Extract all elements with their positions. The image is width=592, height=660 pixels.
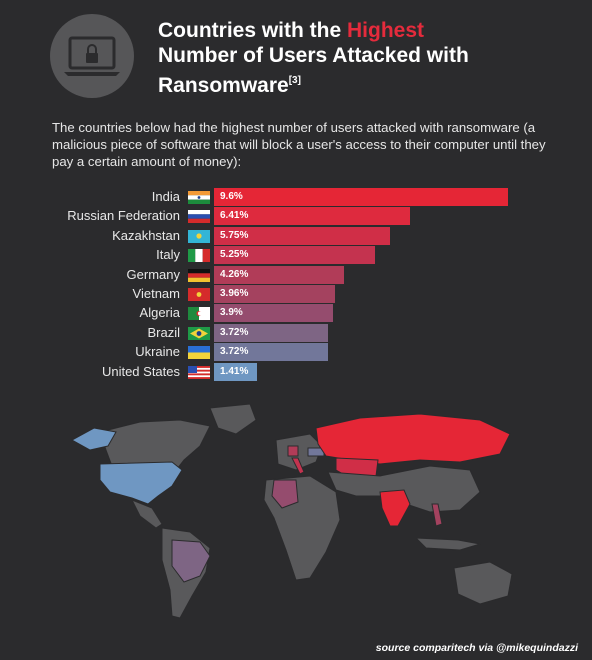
category-label: Ukraine [135, 344, 180, 360]
map-asia [327, 465, 481, 513]
bar [214, 265, 345, 284]
category-label: Vietnam [132, 286, 180, 301]
flag-icon [188, 210, 210, 224]
flag-icon [188, 249, 210, 263]
world-map [70, 403, 513, 619]
data-label: 5.75% [220, 229, 249, 241]
data-label: 1.41% [220, 365, 249, 377]
category-label: United States [101, 363, 180, 379]
bar [214, 188, 508, 206]
flag-icon [188, 229, 210, 243]
map-italy [291, 457, 305, 475]
bar-row: Kazakhstan 5.75% [0, 226, 592, 245]
category-label: Germany [126, 266, 180, 282]
flag-icon [188, 365, 210, 379]
source-credit: source comparitech via @mikequindazzi [375, 642, 578, 654]
map-vietnam [431, 503, 443, 527]
map-indonesia [414, 537, 481, 551]
map-ukraine [307, 447, 325, 457]
bar-row: United States 1.41% [0, 362, 592, 381]
data-label: 6.41% [220, 210, 249, 222]
map-germany [287, 445, 299, 457]
bar [214, 246, 375, 265]
category-label: India [151, 189, 180, 204]
bar [214, 343, 328, 362]
map-united-states [99, 461, 183, 505]
data-label: 3.72% [220, 326, 249, 338]
category-label: Kazakhstan [112, 227, 180, 243]
map-brazil [171, 539, 211, 583]
description: The countries below had the highest numb… [52, 120, 546, 169]
bar [214, 304, 334, 323]
bar-row: Ukraine 3.72% [0, 343, 592, 362]
bar [214, 362, 258, 381]
data-label: 4.26% [220, 268, 249, 280]
map-europe [275, 433, 323, 471]
bar-row: Russian Federation 6.41% [0, 207, 592, 226]
data-label: 5.25% [220, 249, 249, 261]
flag-icon [188, 307, 210, 321]
title-reference: [3] [288, 75, 301, 86]
category-label: Russian Federation [67, 208, 180, 224]
data-label: 3.72% [220, 346, 249, 358]
map-greenland [209, 403, 257, 435]
data-label: 3.9% [220, 307, 243, 319]
bar-row: Brazil 3.72% [0, 323, 592, 342]
map-algeria [271, 479, 299, 509]
bar [214, 285, 336, 303]
category-label: Brazil [147, 324, 180, 340]
category-label: Algeria [139, 305, 180, 321]
data-label: 3.96% [220, 288, 249, 299]
header: Countries with the Highest Number of Use… [0, 0, 592, 110]
category-label: Italy [156, 247, 180, 263]
bar [214, 226, 391, 245]
flag-icon [188, 326, 210, 340]
title-highlight: Highest [347, 19, 425, 42]
bar-row: Italy 5.25% [0, 246, 592, 265]
map-india [379, 489, 411, 527]
bar [214, 323, 328, 342]
flag-icon [188, 346, 210, 360]
flag-icon [188, 191, 210, 204]
bar-row: India 9.6% [0, 188, 592, 206]
data-label: 9.6% [220, 191, 243, 202]
bar-row: Vietnam 3.96% [0, 285, 592, 303]
map-russia [315, 413, 511, 465]
map-central-america [130, 499, 163, 529]
flag-icon [188, 268, 210, 282]
bar-chart: India 9.6% Russian Federation 6.41% Kazakhst… [0, 188, 592, 388]
laptop-lock-icon [50, 14, 134, 98]
flag-icon [188, 288, 210, 301]
bar-row: Algeria 3.9% [0, 304, 592, 323]
map-alaska [70, 427, 117, 451]
map-australia [453, 561, 513, 605]
bar [214, 207, 411, 226]
bar-row: Germany 4.26% [0, 265, 592, 284]
page-title: Countries with the Highest Number of Use… [158, 19, 469, 97]
